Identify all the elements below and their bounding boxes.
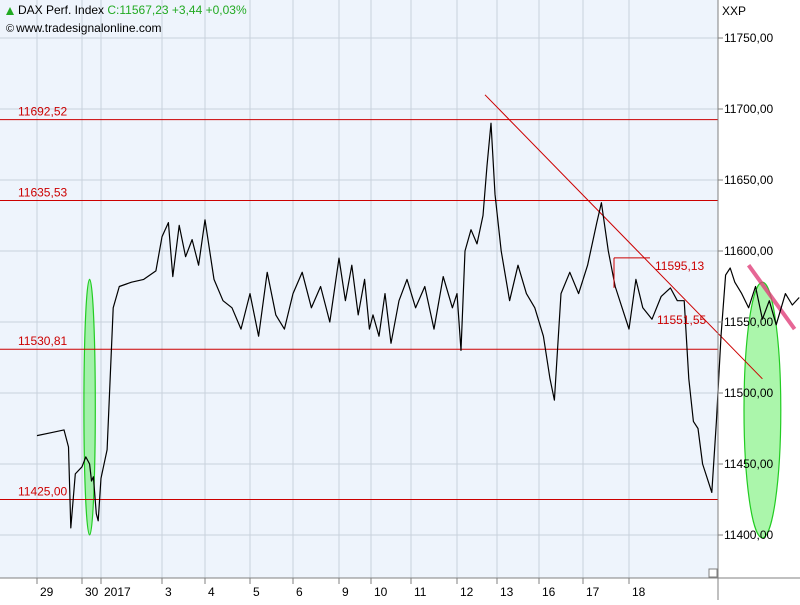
level-label: 11530,81 [18,334,67,348]
grid [0,0,718,578]
instrument-name: DAX Perf. Index [18,3,105,17]
level-label: 11425,00 [18,485,67,499]
plot-background [0,0,718,578]
trend-marker-band [746,264,797,331]
x-tick-label: 10 [374,585,388,599]
source-text: www.tradesignalonline.com [16,21,162,35]
x-tick-label: 16 [542,585,556,599]
y-tick-label: 11750,00 [724,31,773,45]
x-tick-label: 6 [296,585,303,599]
chart-header: DAX Perf. Index C:11567,23 +3,44 +0,03% [6,3,247,17]
horizontal-levels: 11692,52 11635,53 11530,81 11425,00 [0,105,718,500]
up-triangle-icon [6,6,14,15]
x-tick-label: 13 [500,585,514,599]
y-tick-label: 11450,00 [724,457,773,471]
trendlines [484,94,797,380]
y-tick-label: 11650,00 [724,173,773,187]
annotation-label: 11551,55 [657,313,706,327]
x-tick-label: 2017 [104,585,131,599]
level-label: 11692,52 [18,105,67,119]
x-tick-label: 30 [85,585,99,599]
highlight-ellipse [83,278,96,536]
x-tick-label: 11 [414,585,427,599]
source-line: © www.tradesignalonline.com [6,21,162,35]
price-series [36,122,800,529]
copyright-icon: © [6,23,15,35]
highlight-ellipses [83,278,782,539]
y-tick-label: 11700,00 [724,102,773,116]
x-tick-label: 12 [460,585,474,599]
annotations: 11595,13 11551,55 [613,257,706,327]
quote-text: C:11567,23 +3,44 +0,03% [107,3,247,17]
unit-label: XXP [722,4,747,18]
x-tick-label: 17 [586,585,600,599]
trend-line [484,94,763,380]
x-tick-label: 3 [165,585,172,599]
y-axis: 11400,00 11450,00 11500,00 11550,00 11600,00… [718,31,773,542]
x-tick-label: 9 [342,585,349,599]
y-tick-label: 11600,00 [724,244,773,258]
x-tick-label: 29 [40,585,54,599]
y-tick-label: 11550,00 [724,315,773,329]
resize-handle[interactable] [708,568,718,578]
price-line [36,122,800,529]
level-label: 11635,53 [18,186,67,200]
x-axis: 29 30 2017 3 4 5 6 9 10 11 12 13 16 17 18 [36,578,646,599]
x-tick-label: 18 [632,585,646,599]
x-tick-label: 4 [208,585,215,599]
y-tick-label: 11400,00 [724,528,773,542]
y-tick-label: 11500,00 [724,386,773,400]
annotation-label: 11595,13 [655,259,704,273]
x-tick-label: 5 [253,585,260,599]
